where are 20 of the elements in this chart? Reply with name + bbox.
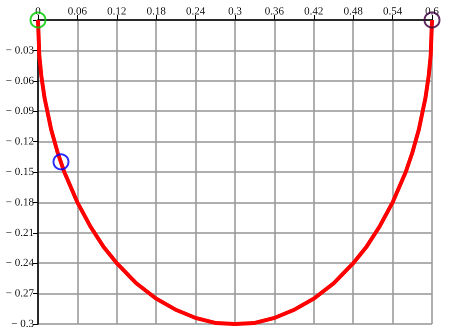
y-tick-label: − 0.12 [6, 136, 34, 148]
line-series [36, 18, 434, 326]
y-tick-label: − 0.3 [11, 318, 34, 330]
y-tick-label: − 0.06 [6, 74, 34, 87]
y-tick-label: − 0.24 [6, 257, 34, 270]
x-tick-label: 0.54 [382, 6, 403, 18]
x-tick-label: 0.42 [304, 6, 324, 18]
x-tick-label: 0.3 [228, 6, 242, 18]
x-tick-label: 0.48 [344, 6, 364, 18]
x-tick-label: 0.36 [264, 6, 285, 18]
y-tick-label: − 0.03 [6, 44, 34, 56]
y-tick-label: − 0.18 [6, 196, 34, 208]
y-tick-label: − 0.09 [6, 105, 34, 118]
y-tick-label: − 0.27 [6, 288, 34, 300]
x-tick-label: 0.06 [68, 6, 88, 18]
x-tick-label: 0.18 [146, 6, 166, 18]
y-tick-label: − 0.15 [6, 166, 34, 178]
x-tick-label: 0.12 [107, 6, 126, 18]
x-tick-label: 0.24 [186, 6, 206, 18]
y-tick-label: − 0.21 [6, 226, 34, 239]
